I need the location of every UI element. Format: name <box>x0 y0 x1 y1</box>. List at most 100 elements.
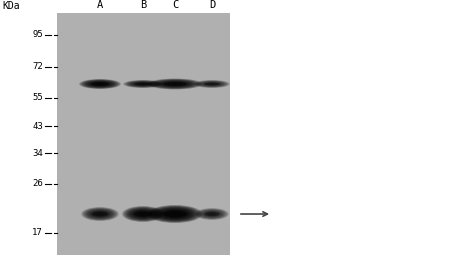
Ellipse shape <box>154 80 196 88</box>
Ellipse shape <box>85 209 115 220</box>
Ellipse shape <box>162 210 188 218</box>
Ellipse shape <box>123 80 162 88</box>
Ellipse shape <box>125 80 160 88</box>
Ellipse shape <box>129 209 156 219</box>
Ellipse shape <box>160 209 189 219</box>
Ellipse shape <box>202 82 221 86</box>
Text: 55: 55 <box>32 93 43 102</box>
Ellipse shape <box>147 78 202 89</box>
Ellipse shape <box>123 207 162 221</box>
Ellipse shape <box>91 82 109 86</box>
Ellipse shape <box>153 80 197 88</box>
Text: KDa: KDa <box>2 1 20 11</box>
Ellipse shape <box>81 79 119 89</box>
Ellipse shape <box>80 79 120 89</box>
Ellipse shape <box>81 80 118 88</box>
Ellipse shape <box>194 80 229 88</box>
Ellipse shape <box>198 81 225 87</box>
Ellipse shape <box>86 81 113 87</box>
Ellipse shape <box>91 82 109 86</box>
Ellipse shape <box>130 209 155 219</box>
Ellipse shape <box>158 209 191 219</box>
Ellipse shape <box>195 208 228 220</box>
Ellipse shape <box>79 79 121 89</box>
Ellipse shape <box>122 206 163 222</box>
Ellipse shape <box>91 211 109 217</box>
Ellipse shape <box>165 211 184 217</box>
Ellipse shape <box>158 81 191 87</box>
Ellipse shape <box>169 212 180 216</box>
Ellipse shape <box>199 209 224 219</box>
Ellipse shape <box>202 210 222 218</box>
Ellipse shape <box>123 80 162 88</box>
Ellipse shape <box>148 205 201 223</box>
Ellipse shape <box>202 82 222 86</box>
Ellipse shape <box>156 208 193 220</box>
Ellipse shape <box>125 207 160 221</box>
Ellipse shape <box>153 207 197 221</box>
Text: 72: 72 <box>32 62 43 71</box>
Ellipse shape <box>149 79 200 89</box>
Ellipse shape <box>151 79 199 89</box>
Ellipse shape <box>204 211 219 217</box>
Ellipse shape <box>138 212 148 216</box>
Ellipse shape <box>130 81 156 87</box>
Text: B: B <box>140 0 146 10</box>
Ellipse shape <box>162 211 187 217</box>
Ellipse shape <box>156 80 193 88</box>
Ellipse shape <box>199 81 224 87</box>
Ellipse shape <box>151 206 199 222</box>
Ellipse shape <box>124 207 161 221</box>
Ellipse shape <box>204 82 219 86</box>
Ellipse shape <box>93 83 106 86</box>
Ellipse shape <box>84 208 116 220</box>
Text: 34: 34 <box>32 148 43 158</box>
Ellipse shape <box>164 82 186 86</box>
Ellipse shape <box>197 81 226 87</box>
Ellipse shape <box>157 80 192 88</box>
Ellipse shape <box>95 83 105 85</box>
Ellipse shape <box>152 79 197 89</box>
Ellipse shape <box>131 210 154 218</box>
Ellipse shape <box>202 211 221 217</box>
Ellipse shape <box>131 82 154 86</box>
Ellipse shape <box>162 210 187 218</box>
Ellipse shape <box>128 209 157 219</box>
Ellipse shape <box>195 80 228 88</box>
Text: A: A <box>96 0 103 10</box>
Ellipse shape <box>147 205 202 223</box>
Ellipse shape <box>132 210 154 218</box>
Ellipse shape <box>82 80 117 88</box>
Ellipse shape <box>198 81 224 87</box>
Ellipse shape <box>81 207 119 221</box>
Ellipse shape <box>94 212 106 216</box>
Ellipse shape <box>170 213 179 215</box>
Ellipse shape <box>198 209 225 219</box>
Ellipse shape <box>126 81 159 87</box>
Ellipse shape <box>160 81 189 87</box>
Ellipse shape <box>88 210 111 218</box>
Ellipse shape <box>199 210 224 218</box>
Ellipse shape <box>87 81 112 87</box>
Ellipse shape <box>136 83 150 85</box>
Ellipse shape <box>134 211 151 217</box>
Ellipse shape <box>205 212 218 217</box>
Ellipse shape <box>204 212 219 216</box>
Ellipse shape <box>135 211 150 217</box>
Ellipse shape <box>92 82 107 86</box>
Ellipse shape <box>89 81 111 87</box>
Ellipse shape <box>87 209 113 219</box>
Ellipse shape <box>122 206 164 222</box>
Ellipse shape <box>203 211 220 217</box>
Ellipse shape <box>90 210 110 218</box>
Ellipse shape <box>164 210 186 218</box>
Ellipse shape <box>96 83 104 85</box>
Ellipse shape <box>195 208 228 220</box>
Ellipse shape <box>166 211 183 217</box>
Ellipse shape <box>203 82 220 86</box>
Ellipse shape <box>154 207 196 221</box>
Ellipse shape <box>193 80 229 88</box>
Ellipse shape <box>89 210 111 218</box>
Ellipse shape <box>88 81 111 87</box>
Ellipse shape <box>129 81 156 87</box>
